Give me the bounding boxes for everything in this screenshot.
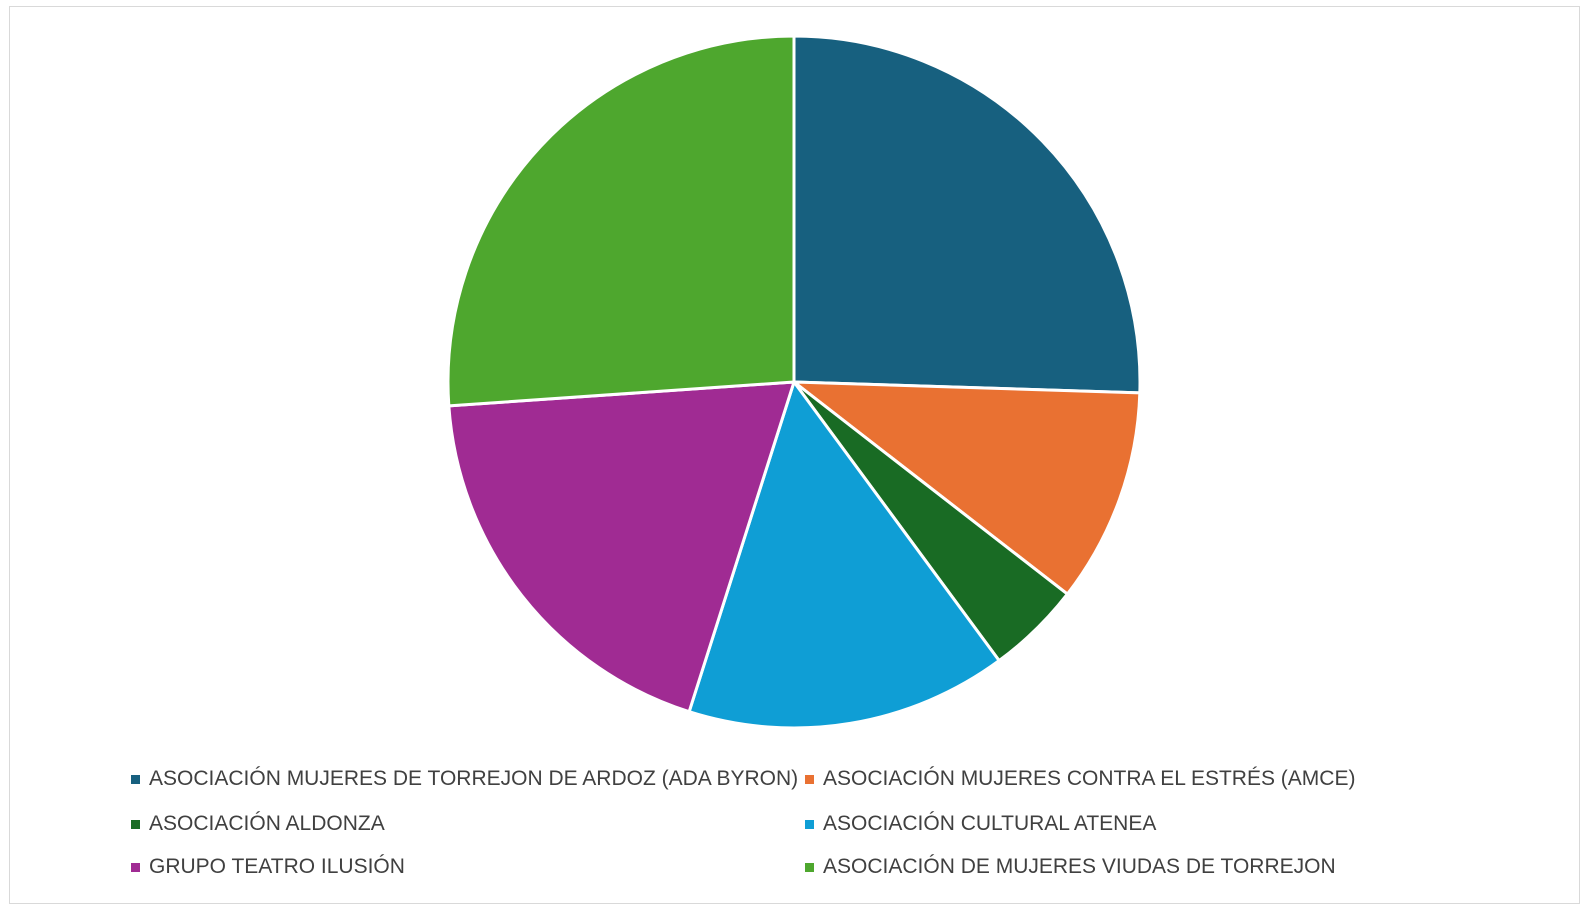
legend-item-6: ASOCIACIÓN DE MUJERES VIUDAS DE TORREJON xyxy=(805,853,1336,881)
legend-swatch xyxy=(805,862,814,872)
legend-swatch xyxy=(805,774,814,784)
legend-item-4: ASOCIACIÓN CULTURAL ATENEA xyxy=(805,810,1156,838)
legend-label: ASOCIACIÓN MUJERES DE TORREJON DE ARDOZ … xyxy=(149,767,799,790)
pie-slice-1 xyxy=(792,34,1142,395)
legend-item-5: GRUPO TEATRO ILUSIÓN xyxy=(131,853,405,881)
legend-swatch xyxy=(131,774,140,784)
legend-label: ASOCIACIÓN MUJERES CONTRA EL ESTRÉS (AMC… xyxy=(823,767,1356,790)
pie-slice-5 xyxy=(447,380,796,714)
legend-swatch xyxy=(131,862,140,872)
legend-label: GRUPO TEATRO ILUSIÓN xyxy=(149,855,405,878)
legend-label: ASOCIACIÓN CULTURAL ATENEA xyxy=(823,812,1157,835)
legend-item-1: ASOCIACIÓN MUJERES DE TORREJON DE ARDOZ … xyxy=(131,765,798,793)
legend-item-2: ASOCIACIÓN MUJERES CONTRA EL ESTRÉS (AMC… xyxy=(805,765,1355,793)
pie-slice-2 xyxy=(792,380,1142,596)
legend-label: ASOCIACIÓN ALDONZA xyxy=(149,812,385,835)
legend-item-3: ASOCIACIÓN ALDONZA xyxy=(131,810,385,838)
pie-slice-6 xyxy=(446,34,796,408)
legend-swatch xyxy=(805,819,814,829)
legend-label: ASOCIACIÓN DE MUJERES VIUDAS DE TORREJON xyxy=(823,855,1336,878)
legend-swatch xyxy=(131,819,140,829)
